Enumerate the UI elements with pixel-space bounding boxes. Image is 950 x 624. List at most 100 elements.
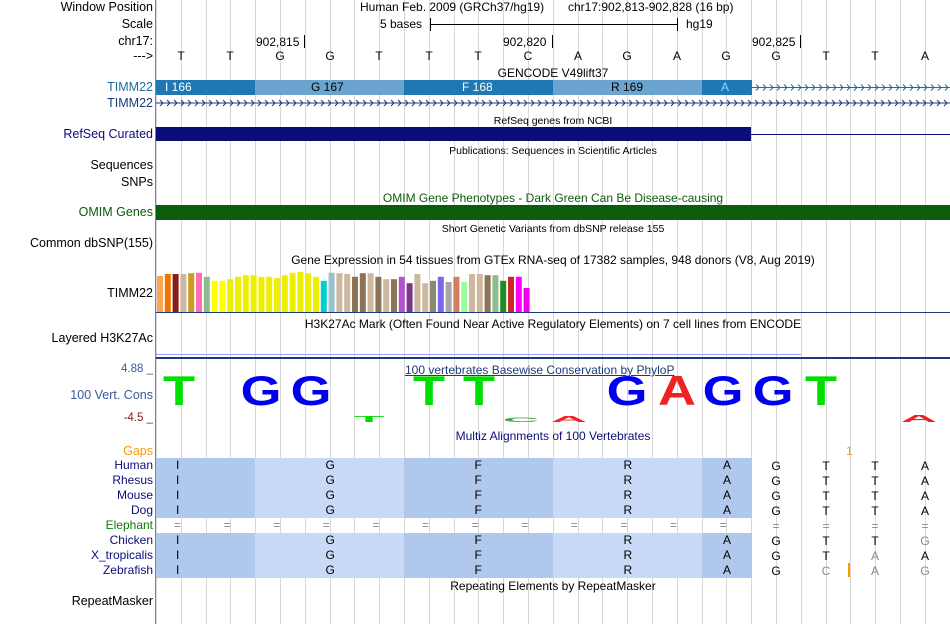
gencode-track-label-2[interactable]: TIMM22 (107, 96, 153, 110)
species-label[interactable]: Dog (130, 503, 153, 517)
species-label[interactable]: Zebrafish (102, 563, 153, 577)
h3k27ac-track-label[interactable]: Layered H3K27Ac (51, 331, 153, 345)
species-label[interactable]: Elephant (105, 518, 153, 532)
gap-symbol: = (670, 518, 678, 532)
gtex-baseline (156, 312, 950, 313)
strand-chevron (705, 99, 710, 107)
strand-chevron (271, 99, 276, 107)
h3k27ac-signal-top (156, 354, 801, 355)
strand-chevron (719, 99, 724, 107)
gap-symbol: = (719, 518, 727, 532)
gtex-tissue-bar (414, 274, 421, 312)
aligned-base: T (822, 474, 830, 488)
amino-acid-letter: G (325, 548, 335, 562)
strand-chevron (790, 84, 795, 91)
gtex-tissue-bar (515, 276, 522, 312)
species-label[interactable]: Rhesus (112, 473, 153, 487)
amino-acid-letter: F (474, 503, 482, 517)
strand-chevron (768, 99, 773, 107)
exon-block-5: A (702, 80, 752, 95)
strand-chevron (663, 99, 668, 107)
aligned-base: A (920, 504, 929, 518)
gtex-tissue-bar (383, 279, 390, 312)
cons-track-label[interactable]: 100 Vert. Cons (70, 388, 153, 402)
exon-label: R 169 (611, 80, 644, 94)
refseq-exon-block[interactable] (156, 127, 751, 141)
amino-acid-cell: I (156, 458, 255, 473)
strand-chevron (397, 99, 402, 107)
aligned-base: T (822, 459, 830, 473)
gencode-transcript-1[interactable]: I 166 G 167 F 168 R 169 A (156, 80, 950, 95)
species-label[interactable]: X_tropicalis (90, 548, 153, 562)
strand-chevron (698, 99, 703, 107)
refseq-track-title: RefSeq genes from NCBI (493, 115, 613, 127)
base-letter: T (871, 49, 879, 63)
strand-chevron (838, 99, 843, 107)
base-letter: G (771, 49, 781, 63)
gencode-transcript-2[interactable] (156, 96, 950, 110)
coord-tick-2 (552, 35, 553, 48)
strand-chevron (334, 99, 339, 107)
aligned-base: A (920, 549, 929, 563)
repeatmasker-track-label[interactable]: RepeatMasker (71, 594, 153, 608)
strand-chevron (495, 99, 500, 107)
gtex-tissue-bar (359, 273, 366, 312)
strand-chevron (846, 84, 851, 91)
base-letter: A (573, 49, 582, 63)
omim-track-label[interactable]: OMIM Genes (78, 205, 153, 219)
amino-acid-letter: G (325, 458, 335, 472)
strand-chevron (208, 99, 213, 107)
strand-chevron (866, 99, 871, 107)
dbsnp-track-label[interactable]: Common dbSNP(155) (30, 236, 153, 250)
conservation-base: T (412, 367, 446, 414)
gtex-tissue-bar (281, 275, 288, 312)
publications-track-title: Publications: Sequences in Scientific Ar… (449, 145, 657, 157)
strand-chevron (292, 99, 297, 107)
strand-chevron (243, 99, 248, 107)
conservation-base: A (550, 414, 588, 424)
strand-chevron (285, 99, 290, 107)
strand-arrow-label[interactable]: ---> (133, 49, 153, 63)
amino-acid-letter: F (474, 458, 482, 472)
strand-chevron (621, 99, 626, 107)
omim-gene-block[interactable] (156, 205, 950, 220)
scale-text: 5 bases (380, 17, 423, 31)
gtex-tissue-bar (406, 283, 413, 312)
gap-symbol: = (174, 518, 182, 532)
sequences-track-label[interactable]: Sequences (90, 158, 153, 172)
amino-acid-letter: F (474, 548, 482, 562)
amino-acid-letter: A (723, 473, 732, 487)
gtex-tissue-bar (344, 274, 351, 312)
strand-chevron (684, 99, 689, 107)
gap-symbol: = (471, 518, 479, 532)
coord-tick-1 (304, 35, 305, 48)
gencode-track-label[interactable]: TIMM22 (107, 80, 153, 94)
gtex-tissue-bar (328, 272, 335, 312)
amino-acid-cell: R (553, 458, 702, 473)
gtex-tissue-bar (242, 275, 249, 312)
snps-track-label[interactable]: SNPs (121, 175, 153, 189)
refseq-track-label[interactable]: RefSeq Curated (63, 127, 153, 141)
amino-acid-letter: R (623, 563, 633, 577)
gtex-tissue-bar (352, 276, 358, 312)
amino-acid-letter: R (623, 503, 633, 517)
scale-label: Scale (121, 17, 153, 31)
strand-chevron (845, 99, 850, 107)
strand-chevron (474, 99, 479, 107)
aligned-base: T (822, 534, 830, 548)
strand-chevron (586, 99, 591, 107)
gap-symbol: = (372, 518, 380, 532)
species-label[interactable]: Mouse (116, 488, 153, 502)
amino-acid-letter: A (723, 548, 732, 562)
amino-acid-cell: A (702, 473, 752, 488)
aligned-base: A (870, 549, 879, 563)
species-label[interactable]: Human (114, 458, 153, 472)
strand-chevron (902, 84, 907, 91)
repeatmasker-track-title: Repeating Elements by RepeatMasker (450, 579, 656, 593)
strand-chevron (817, 99, 822, 107)
species-label[interactable]: Chicken (109, 533, 153, 547)
amino-acid-cell: I (156, 503, 255, 518)
amino-acid-letter: F (474, 533, 482, 547)
gtex-track-label[interactable]: TIMM22 (107, 286, 153, 300)
gtex-expression-bars[interactable] (156, 268, 556, 313)
